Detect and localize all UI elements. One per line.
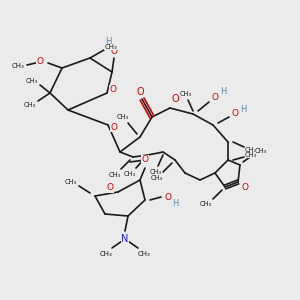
Text: CH₃: CH₃ [124,171,136,177]
Text: CH₃: CH₃ [24,102,36,108]
Text: CH₃: CH₃ [255,148,267,154]
Text: CH₃: CH₃ [26,78,38,84]
Text: H: H [172,200,178,208]
Text: O: O [232,109,238,118]
Text: CH₃: CH₃ [105,44,117,50]
Text: CH₃: CH₃ [12,63,24,69]
Text: H: H [240,104,246,113]
Text: O: O [242,182,248,191]
Text: O: O [37,58,44,67]
Text: CH₃: CH₃ [151,175,163,181]
Text: O: O [212,94,218,103]
Text: O: O [136,87,144,97]
Text: O: O [164,194,172,202]
Text: O: O [142,155,148,164]
Text: CH₃: CH₃ [245,147,257,153]
Text: O: O [110,46,118,56]
Text: CH₃: CH₃ [117,114,129,120]
Text: CH₃: CH₃ [150,169,162,175]
Text: H: H [220,88,226,97]
Text: O: O [106,184,113,193]
Text: CH₃: CH₃ [138,251,150,257]
Text: CH₃: CH₃ [109,172,121,178]
Text: O: O [110,85,116,94]
Text: O: O [171,94,179,104]
Text: O: O [110,122,118,131]
Text: CH₃: CH₃ [200,201,212,207]
Text: CH₃: CH₃ [180,91,192,97]
Text: H: H [105,38,111,46]
Text: CH₃: CH₃ [65,179,77,185]
Text: N: N [121,234,129,244]
Text: CH₃: CH₃ [245,152,257,158]
Text: CH₃: CH₃ [100,251,112,257]
